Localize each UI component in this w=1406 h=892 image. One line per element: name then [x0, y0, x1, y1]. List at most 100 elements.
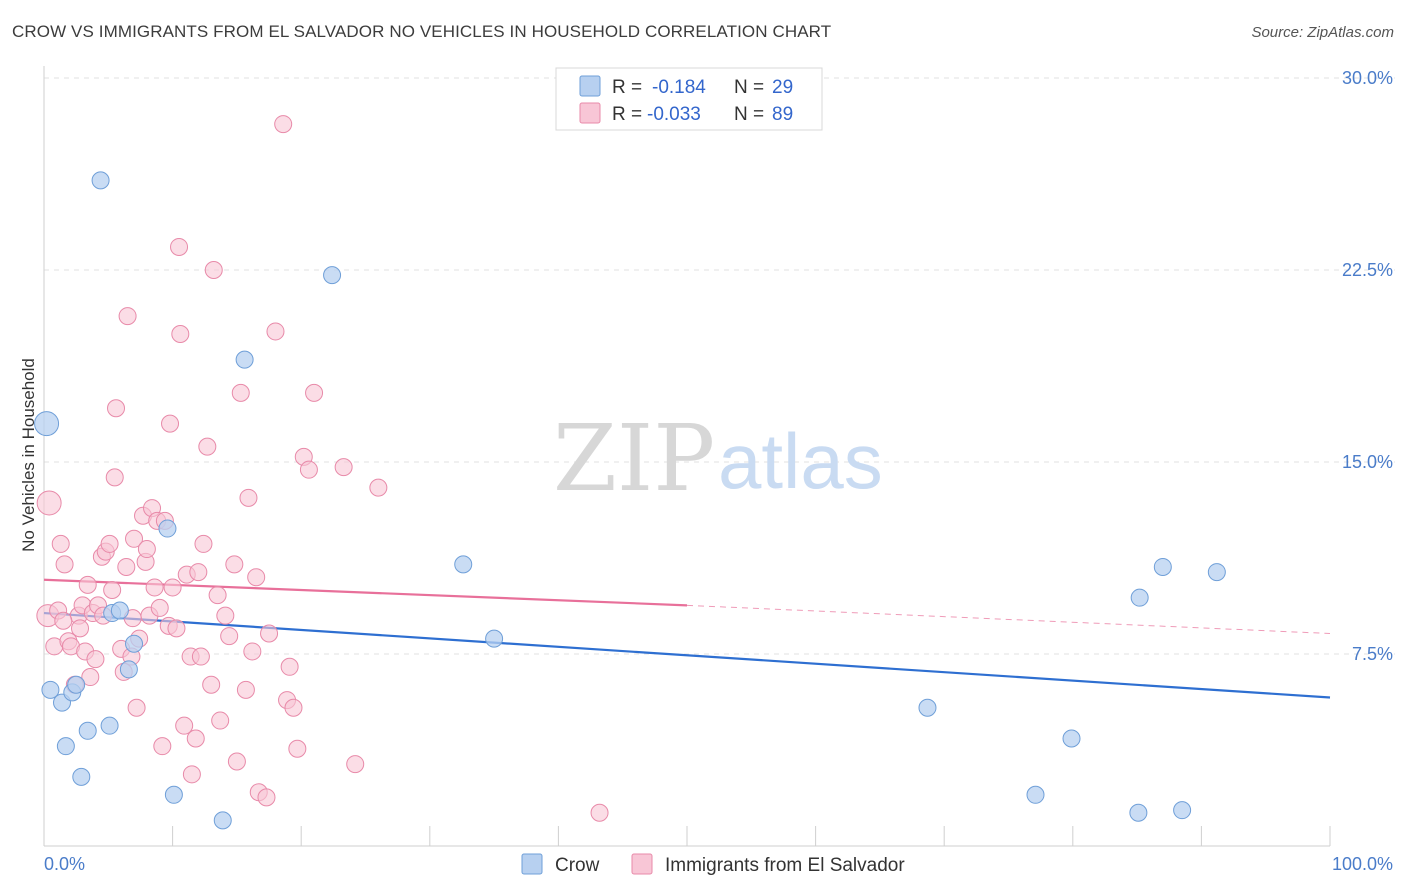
- crow-point: [918, 698, 937, 717]
- salvador-point: [284, 698, 303, 717]
- crow-point: [78, 721, 97, 740]
- salvador-point: [198, 437, 217, 456]
- salvador-point: [239, 488, 258, 507]
- legend-n-value-salvador: 89: [772, 104, 793, 125]
- crow-point: [323, 266, 342, 285]
- crow-point: [1153, 557, 1172, 576]
- chart-source: Source: ZipAtlas.com: [1251, 24, 1394, 41]
- crow-point: [41, 680, 60, 699]
- legend-r-label-2: R =: [612, 104, 642, 125]
- salvador-point: [100, 534, 119, 553]
- salvador-point: [202, 675, 221, 694]
- salvador-point: [236, 680, 255, 699]
- salvador-trend-line-dashed: [686, 604, 1331, 635]
- legend: R = -0.184 N = 29 R = -0.033 N = 89: [555, 67, 823, 131]
- crow-point: [164, 785, 183, 804]
- crow-point: [1207, 563, 1226, 582]
- crow-trend-line: [43, 611, 1331, 699]
- salvador-point: [81, 668, 100, 687]
- watermark-zip: ZIP: [553, 405, 715, 512]
- watermark-atlas: atlas: [718, 417, 883, 505]
- salvador-point: [369, 478, 388, 497]
- salvador-point: [194, 534, 213, 553]
- bottom-legend-salvador: Immigrants from El Salvador: [665, 855, 905, 876]
- salvador-point: [216, 606, 235, 625]
- salvador-point: [171, 325, 190, 343]
- legend-n-label-1: N =: [734, 77, 764, 98]
- salvador-point: [118, 307, 137, 326]
- crow-point: [1062, 729, 1081, 748]
- salvador-point: [346, 755, 365, 774]
- crow-point: [485, 629, 504, 648]
- salvador-point: [305, 383, 324, 402]
- salvador-point: [175, 716, 194, 735]
- axes: [43, 66, 1331, 847]
- crow-point: [119, 660, 138, 679]
- bottom-legend-crow: Crow: [555, 855, 600, 876]
- salvador-point: [55, 555, 74, 574]
- salvador-point: [125, 529, 144, 548]
- y-tick-label: 22.5%: [1342, 260, 1393, 280]
- legend-r-value-crow: -0.184: [652, 77, 706, 98]
- x-tick-label-min: 0.0%: [44, 854, 85, 874]
- tick-labels: 7.5% 15.0% 22.5% 30.0% 0.0% 100.0%: [44, 68, 1393, 874]
- salvador-trend-line: [43, 578, 688, 607]
- crow-point: [235, 350, 254, 369]
- salvador-point: [299, 460, 318, 479]
- salvador-point: [280, 657, 299, 676]
- salvador-point: [163, 578, 182, 597]
- salvador-point: [78, 575, 97, 594]
- y-tick-label: 30.0%: [1342, 68, 1393, 88]
- legend-r-label-1: R =: [612, 77, 642, 98]
- salvador-point: [51, 534, 70, 553]
- legend-swatch-crow: [579, 75, 601, 97]
- crow-point: [67, 675, 86, 694]
- salvador-point: [170, 237, 189, 256]
- crow-point: [34, 411, 60, 437]
- salvador-point: [211, 711, 230, 730]
- crow-point: [1129, 803, 1148, 822]
- crow-point: [91, 171, 110, 190]
- y-axis-title: No Vehicles in Household: [19, 358, 38, 552]
- watermark: ZIP atlas: [553, 405, 883, 512]
- salvador-point: [274, 115, 293, 134]
- salvador-point: [36, 490, 62, 516]
- salvador-point: [117, 557, 136, 576]
- crow-point: [125, 634, 144, 653]
- crow-point: [454, 555, 473, 574]
- crow-point: [1173, 801, 1192, 820]
- salvador-point: [257, 788, 276, 807]
- salvador-point: [153, 737, 172, 756]
- crow-point: [56, 737, 75, 756]
- salvador-point: [103, 581, 122, 599]
- salvador-point: [86, 650, 105, 669]
- salvador-point: [161, 414, 180, 433]
- salvador-point: [266, 322, 285, 341]
- salvador-point: [150, 598, 169, 617]
- legend-swatch-salvador: [579, 102, 601, 124]
- salvador-point: [189, 563, 208, 582]
- crow-point: [158, 519, 177, 538]
- salvador-point: [186, 729, 205, 748]
- salvador-point: [247, 568, 266, 587]
- salvador-point: [204, 261, 223, 279]
- salvador-point: [127, 698, 146, 717]
- crow-point: [1130, 588, 1149, 607]
- salvador-point: [167, 619, 186, 638]
- salvador-point: [105, 468, 124, 487]
- crow-point: [110, 601, 129, 620]
- legend-n-value-crow: 29: [772, 77, 793, 98]
- legend-n-label-2: N =: [734, 104, 764, 125]
- salvador-point: [191, 647, 210, 666]
- salvador-point: [137, 540, 156, 559]
- bottom-legend-swatch-crow: [521, 853, 543, 875]
- salvador-point: [231, 383, 250, 402]
- salvador-point: [182, 765, 201, 784]
- salvador-point: [220, 627, 239, 646]
- salvador-point: [208, 586, 227, 605]
- crow-point: [72, 767, 91, 786]
- bottom-legend-swatch-salvador: [631, 853, 653, 875]
- salvador-point: [334, 458, 353, 477]
- chart-title: CROW VS IMMIGRANTS FROM EL SALVADOR NO V…: [12, 22, 832, 41]
- salvador-point: [145, 578, 164, 597]
